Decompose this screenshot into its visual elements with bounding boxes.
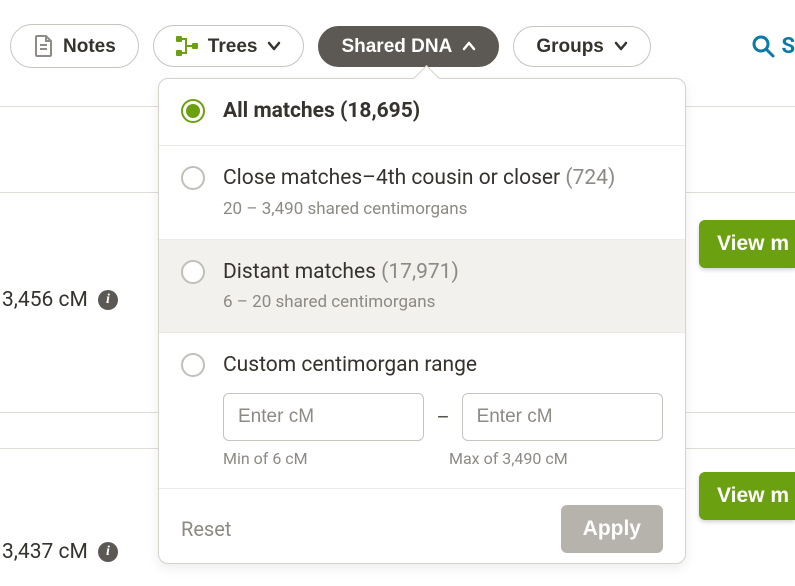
groups-button[interactable]: Groups [513, 26, 651, 67]
option-subtext: 6 – 20 shared centimorgans [223, 292, 663, 312]
trees-button[interactable]: Trees [153, 25, 305, 67]
shared-cm-value: 3,456 cM i [2, 288, 118, 312]
cm-text: 3,456 cM [2, 288, 88, 312]
range-dash: – [436, 405, 449, 429]
radio-icon [181, 260, 205, 284]
option-custom-range[interactable]: Custom centimorgan range – Min of 6 cM M… [159, 333, 685, 489]
option-all-matches[interactable]: All matches (18,695) [159, 79, 685, 146]
search-icon [751, 34, 775, 58]
option-count: (18,695) [340, 99, 420, 123]
shared-dna-label: Shared DNA [341, 37, 452, 56]
shared-dna-dropdown: All matches (18,695) Close matches–4th c… [158, 78, 686, 564]
max-cm-input[interactable] [462, 393, 663, 441]
document-icon [33, 35, 53, 57]
notes-label: Notes [63, 37, 116, 56]
chevron-down-icon [614, 39, 628, 53]
groups-label: Groups [536, 37, 604, 56]
option-label: Custom centimorgan range [223, 353, 477, 377]
option-close-matches[interactable]: Close matches–4th cousin or closer (724)… [159, 146, 685, 239]
search-text-fragment: S [781, 34, 795, 59]
option-distant-matches[interactable]: Distant matches (17,971) 6 – 20 shared c… [159, 240, 685, 333]
dropdown-footer: Reset Apply [159, 489, 685, 563]
option-label: Close matches–4th cousin or closer [223, 166, 560, 190]
radio-icon [181, 353, 205, 377]
radio-icon [181, 166, 205, 190]
option-count: (17,971) [381, 260, 459, 284]
info-icon[interactable]: i [98, 290, 118, 310]
view-match-button[interactable]: View m [699, 220, 795, 268]
view-label: View m [717, 232, 789, 255]
info-icon[interactable]: i [98, 542, 118, 562]
option-label: Distant matches [223, 260, 376, 284]
radio-selected-icon [181, 99, 205, 123]
shared-cm-value: 3,437 cM i [2, 540, 118, 564]
cm-text: 3,437 cM [2, 540, 88, 564]
trees-label: Trees [208, 37, 258, 56]
notes-button[interactable]: Notes [10, 24, 139, 68]
option-subtext: 20 – 3,490 shared centimorgans [223, 199, 663, 219]
apply-button[interactable]: Apply [561, 505, 663, 553]
view-label: View m [717, 484, 789, 507]
min-hint: Min of 6 cM [223, 449, 437, 468]
chevron-up-icon [462, 39, 476, 53]
option-label: All matches [223, 99, 335, 123]
search-button[interactable]: S [751, 34, 795, 59]
option-count: (724) [565, 166, 615, 190]
shared-dna-button[interactable]: Shared DNA [318, 26, 499, 67]
reset-link[interactable]: Reset [181, 517, 231, 541]
min-cm-input[interactable] [223, 393, 424, 441]
view-match-button[interactable]: View m [699, 472, 795, 520]
max-hint: Max of 3,490 cM [449, 449, 663, 468]
tree-icon [176, 36, 198, 56]
chevron-down-icon [267, 39, 281, 53]
